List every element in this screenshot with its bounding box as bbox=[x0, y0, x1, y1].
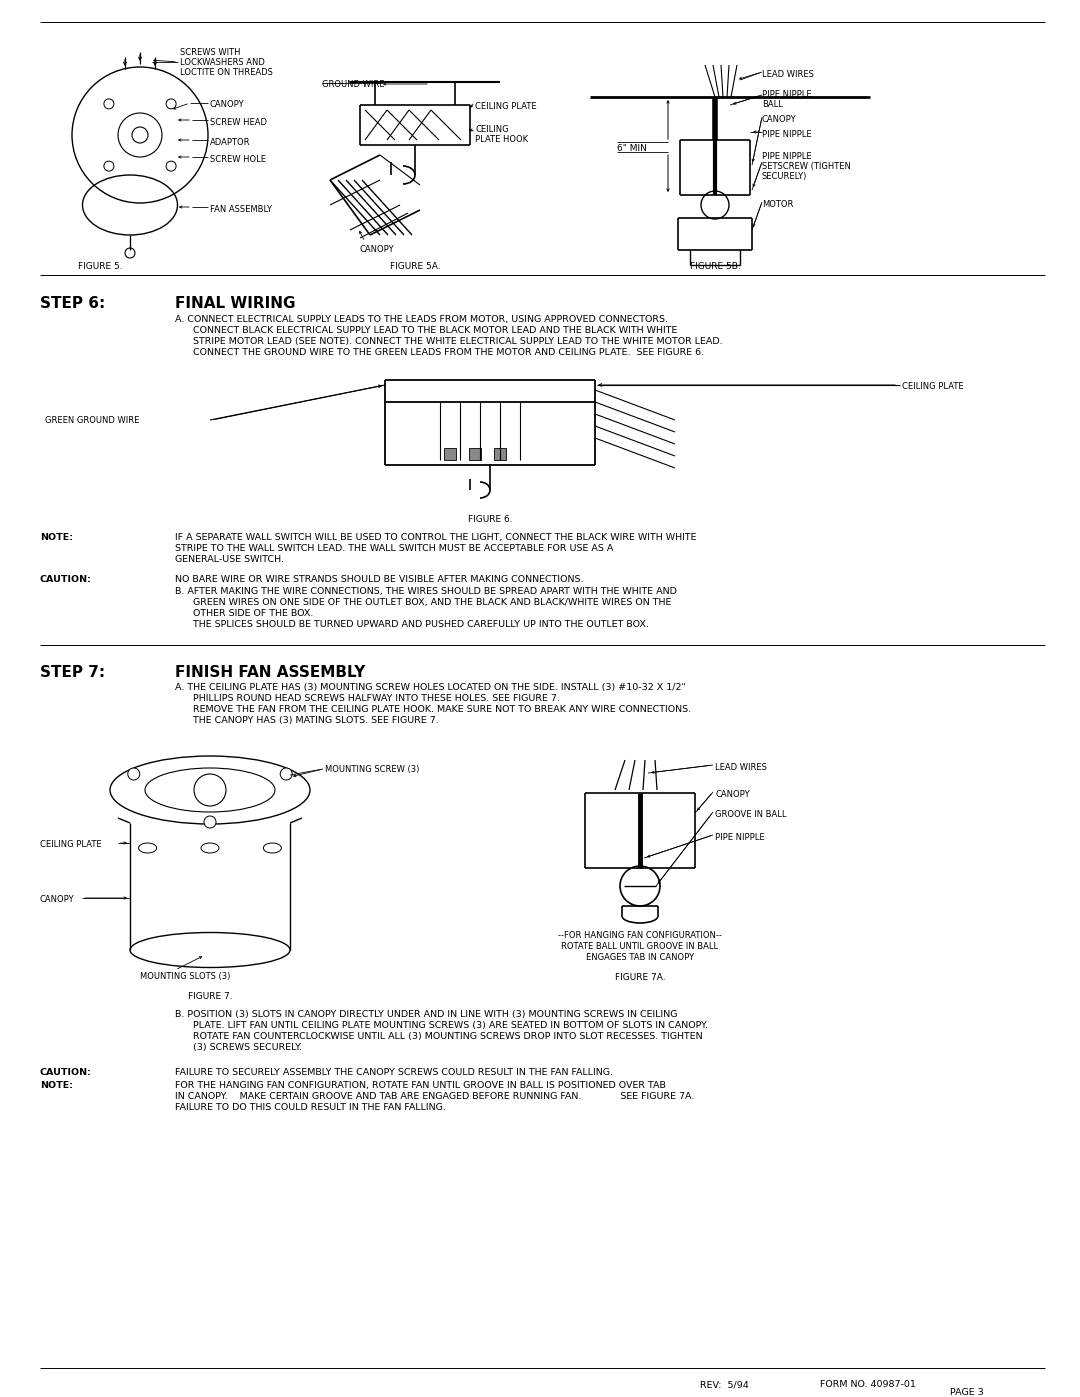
Text: NOTE:: NOTE: bbox=[40, 1081, 73, 1090]
Text: CEILING: CEILING bbox=[475, 124, 509, 134]
Circle shape bbox=[194, 774, 226, 806]
Text: REV:  5/94: REV: 5/94 bbox=[700, 1380, 748, 1389]
Text: ADAPTOR: ADAPTOR bbox=[210, 138, 251, 147]
Ellipse shape bbox=[110, 756, 310, 824]
Text: PIPE NIPPLE: PIPE NIPPLE bbox=[762, 130, 812, 138]
Text: GREEN GROUND WIRE: GREEN GROUND WIRE bbox=[45, 416, 139, 425]
Text: B. POSITION (3) SLOTS IN CANOPY DIRECTLY UNDER AND IN LINE WITH (3) MOUNTING SCR: B. POSITION (3) SLOTS IN CANOPY DIRECTLY… bbox=[175, 1010, 708, 1052]
Text: FAILURE TO SECURELY ASSEMBLY THE CANOPY SCREWS COULD RESULT IN THE FAN FALLING.: FAILURE TO SECURELY ASSEMBLY THE CANOPY … bbox=[175, 1067, 613, 1077]
Text: A. THE CEILING PLATE HAS (3) MOUNTING SCREW HOLES LOCATED ON THE SIDE. INSTALL (: A. THE CEILING PLATE HAS (3) MOUNTING SC… bbox=[175, 683, 691, 725]
Text: CEILING PLATE: CEILING PLATE bbox=[902, 381, 963, 391]
Text: CANOPY: CANOPY bbox=[210, 101, 245, 109]
Ellipse shape bbox=[130, 933, 291, 968]
Bar bbox=[444, 448, 456, 460]
Circle shape bbox=[166, 99, 176, 109]
Circle shape bbox=[204, 816, 216, 828]
Text: FINISH FAN ASSEMBLY: FINISH FAN ASSEMBLY bbox=[175, 665, 365, 680]
Text: CANOPY: CANOPY bbox=[715, 789, 750, 799]
Circle shape bbox=[701, 191, 729, 219]
Ellipse shape bbox=[264, 842, 282, 854]
Text: LOCTITE ON THREADS: LOCTITE ON THREADS bbox=[180, 68, 273, 77]
Text: SCREW HEAD: SCREW HEAD bbox=[210, 117, 267, 127]
Text: GROUND WIRE: GROUND WIRE bbox=[322, 80, 384, 89]
Text: SCREWS WITH: SCREWS WITH bbox=[180, 47, 241, 57]
Text: CEILING PLATE: CEILING PLATE bbox=[475, 102, 537, 110]
Circle shape bbox=[132, 127, 148, 142]
Text: CANOPY: CANOPY bbox=[40, 895, 75, 904]
Text: FIGURE 5B.: FIGURE 5B. bbox=[690, 263, 741, 271]
Text: PIPE NIPPLE: PIPE NIPPLE bbox=[762, 152, 812, 161]
Text: IF A SEPARATE WALL SWITCH WILL BE USED TO CONTROL THE LIGHT, CONNECT THE BLACK W: IF A SEPARATE WALL SWITCH WILL BE USED T… bbox=[175, 534, 697, 564]
Bar bbox=[469, 448, 481, 460]
Ellipse shape bbox=[201, 842, 219, 854]
Circle shape bbox=[280, 768, 293, 780]
Text: A. CONNECT ELECTRICAL SUPPLY LEADS TO THE LEADS FROM MOTOR, USING APPROVED CONNE: A. CONNECT ELECTRICAL SUPPLY LEADS TO TH… bbox=[175, 314, 723, 358]
Text: 6" MIN: 6" MIN bbox=[617, 144, 647, 154]
Text: GROOVE IN BALL: GROOVE IN BALL bbox=[715, 810, 786, 819]
Circle shape bbox=[620, 866, 660, 907]
Text: NOTE:: NOTE: bbox=[40, 534, 73, 542]
Text: PIPE NIPPLE: PIPE NIPPLE bbox=[762, 89, 812, 99]
Text: CEILING PLATE: CEILING PLATE bbox=[40, 840, 102, 849]
Text: FIGURE 5.: FIGURE 5. bbox=[78, 263, 122, 271]
Text: STEP 7:: STEP 7: bbox=[40, 665, 105, 680]
Text: FIGURE 7.: FIGURE 7. bbox=[188, 992, 232, 1002]
Circle shape bbox=[104, 161, 113, 170]
Text: SECURELY): SECURELY) bbox=[762, 172, 808, 182]
Text: BALL: BALL bbox=[762, 101, 783, 109]
Bar bbox=[494, 448, 507, 460]
Text: MOUNTING SCREW (3): MOUNTING SCREW (3) bbox=[325, 766, 419, 774]
Text: SCREW HOLE: SCREW HOLE bbox=[210, 155, 266, 163]
Text: FIGURE 6.: FIGURE 6. bbox=[468, 515, 512, 524]
Ellipse shape bbox=[138, 842, 157, 854]
Text: FAN ASSEMBLY: FAN ASSEMBLY bbox=[210, 205, 272, 214]
Text: CAUTION:: CAUTION: bbox=[40, 1067, 92, 1077]
Text: STEP 6:: STEP 6: bbox=[40, 296, 105, 312]
Circle shape bbox=[127, 768, 139, 780]
Text: FIGURE 7A.: FIGURE 7A. bbox=[615, 972, 665, 982]
Text: SETSCREW (TIGHTEN: SETSCREW (TIGHTEN bbox=[762, 162, 851, 170]
Text: FOR THE HANGING FAN CONFIGURATION, ROTATE FAN UNTIL GROOVE IN BALL IS POSITIONED: FOR THE HANGING FAN CONFIGURATION, ROTAT… bbox=[175, 1081, 694, 1112]
Circle shape bbox=[104, 99, 113, 109]
Ellipse shape bbox=[145, 768, 275, 812]
Text: FIGURE 5A.: FIGURE 5A. bbox=[390, 263, 441, 271]
Text: FINAL WIRING: FINAL WIRING bbox=[175, 296, 296, 312]
Circle shape bbox=[166, 161, 176, 170]
Text: PAGE 3: PAGE 3 bbox=[950, 1389, 984, 1397]
Text: LEAD WIRES: LEAD WIRES bbox=[762, 70, 814, 80]
Text: CAUTION:: CAUTION: bbox=[40, 576, 92, 584]
Text: CANOPY: CANOPY bbox=[762, 115, 797, 124]
Text: NO BARE WIRE OR WIRE STRANDS SHOULD BE VISIBLE AFTER MAKING CONNECTIONS.: NO BARE WIRE OR WIRE STRANDS SHOULD BE V… bbox=[175, 576, 583, 584]
Text: MOTOR: MOTOR bbox=[762, 200, 794, 210]
Text: FORM NO. 40987-01: FORM NO. 40987-01 bbox=[820, 1380, 916, 1389]
Text: PIPE NIPPLE: PIPE NIPPLE bbox=[715, 833, 765, 842]
Text: MOUNTING SLOTS (3): MOUNTING SLOTS (3) bbox=[140, 972, 230, 981]
Text: B. AFTER MAKING THE WIRE CONNECTIONS, THE WIRES SHOULD BE SPREAD APART WITH THE : B. AFTER MAKING THE WIRE CONNECTIONS, TH… bbox=[175, 587, 677, 629]
Text: --FOR HANGING FAN CONFIGURATION--
ROTATE BALL UNTIL GROOVE IN BALL
ENGAGES TAB I: --FOR HANGING FAN CONFIGURATION-- ROTATE… bbox=[558, 930, 721, 963]
Text: LOCKWASHERS AND: LOCKWASHERS AND bbox=[180, 59, 265, 67]
Text: CANOPY: CANOPY bbox=[360, 244, 394, 254]
Text: LEAD WIRES: LEAD WIRES bbox=[715, 763, 767, 773]
Text: PLATE HOOK: PLATE HOOK bbox=[475, 136, 528, 144]
